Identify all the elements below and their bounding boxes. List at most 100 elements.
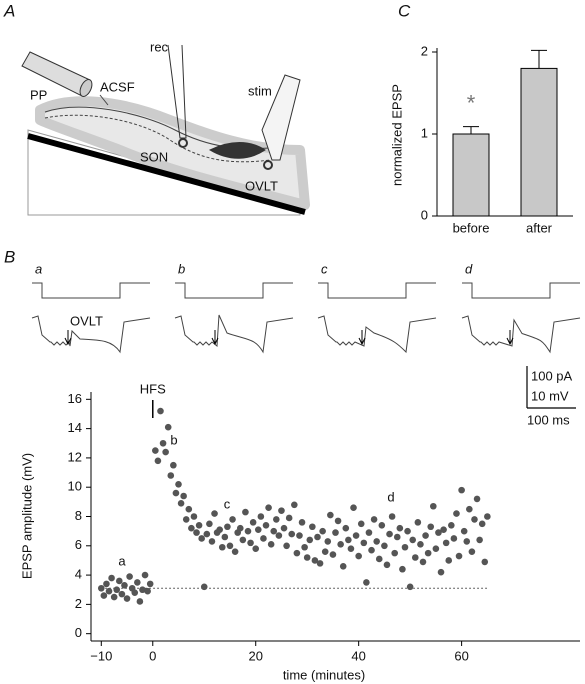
- data-point: [437, 568, 445, 576]
- data-point: [350, 504, 357, 512]
- data-point: [154, 457, 162, 465]
- data-point: [216, 526, 223, 533]
- data-point: [463, 538, 471, 545]
- current-trace: [31, 315, 151, 354]
- x-tick-label: 0: [149, 648, 156, 663]
- panel-label: C: [398, 1, 411, 20]
- trace-label: c: [321, 261, 328, 276]
- data-point: [118, 590, 126, 598]
- data-point: [211, 510, 218, 517]
- trace-label: d: [465, 261, 473, 276]
- data-point: [126, 573, 133, 580]
- data-point: [427, 523, 435, 531]
- stim-arrow: [358, 330, 366, 346]
- significance: *: [467, 90, 476, 115]
- bar: [520, 67, 558, 217]
- data-point: [172, 489, 180, 497]
- x-tick-label: 40: [351, 648, 365, 663]
- data-point: [141, 571, 149, 579]
- data-point: [203, 530, 211, 538]
- scale-label: 100 ms: [527, 412, 570, 427]
- data-point: [252, 545, 260, 553]
- data-point: [311, 557, 319, 564]
- data-point: [244, 527, 252, 535]
- data-point: [309, 523, 316, 531]
- data-point: [363, 579, 370, 586]
- data-point: [484, 513, 491, 520]
- diagram-label: rec: [150, 39, 169, 54]
- data-point: [306, 536, 314, 544]
- data-point: [164, 423, 172, 431]
- y-tick-label: 0: [421, 207, 428, 222]
- data-point: [285, 514, 293, 522]
- data-point: [481, 558, 489, 566]
- data-point: [334, 517, 342, 525]
- y-tick-label: 10: [68, 479, 82, 494]
- data-point: [347, 545, 355, 553]
- data-point: [188, 524, 195, 532]
- diagram-label: SON: [140, 149, 168, 164]
- y-tick-label: 14: [68, 420, 82, 435]
- data-point: [466, 505, 473, 513]
- data-point: [419, 558, 427, 566]
- current-trace: [317, 315, 437, 354]
- data-point: [110, 593, 118, 601]
- data-point: [159, 439, 167, 447]
- data-point: [332, 529, 339, 536]
- x-tick-label: after: [526, 220, 553, 235]
- data-point: [136, 598, 144, 605]
- data-point: [97, 584, 105, 592]
- data-point: [242, 508, 249, 516]
- data-point: [316, 560, 324, 567]
- data-point: [468, 548, 476, 555]
- data-point: [229, 516, 236, 523]
- x-tick-label: before: [453, 220, 490, 235]
- data-point: [329, 551, 337, 558]
- data-point: [273, 516, 280, 523]
- command-trace: [175, 282, 293, 299]
- data-point: [262, 521, 270, 529]
- data-point: [355, 552, 362, 560]
- data-point: [239, 536, 247, 544]
- data-point: [357, 520, 365, 528]
- data-point: [267, 541, 275, 548]
- data-point: [105, 587, 113, 595]
- y-tick-label: 12: [68, 449, 82, 464]
- data-point: [100, 592, 108, 599]
- data-point: [432, 545, 440, 553]
- data-point: [257, 513, 265, 520]
- data-point: [445, 557, 453, 564]
- annotation: b: [170, 432, 177, 447]
- data-point: [170, 461, 177, 469]
- data-point: [283, 542, 290, 550]
- y-tick-label: 16: [68, 391, 82, 406]
- annotation: d: [387, 489, 394, 504]
- data-point: [177, 500, 185, 507]
- data-point: [198, 535, 205, 542]
- current-trace: [174, 314, 294, 354]
- data-point: [275, 532, 283, 539]
- data-point: [180, 492, 187, 500]
- data-point: [414, 519, 422, 526]
- data-point: [422, 532, 429, 539]
- y-tick-label: 8: [75, 508, 82, 523]
- data-point: [442, 539, 450, 547]
- data-point: [206, 520, 213, 528]
- data-point: [339, 563, 347, 570]
- command-trace: [318, 282, 436, 299]
- data-point: [123, 595, 131, 602]
- data-point: [218, 543, 226, 551]
- data-point: [324, 538, 332, 545]
- data-point: [352, 532, 360, 539]
- current-trace: [461, 315, 581, 354]
- data-point: [321, 548, 329, 555]
- bar: [452, 133, 490, 217]
- diagram-label: PP: [30, 87, 47, 102]
- data-point: [319, 527, 326, 535]
- data-point: [381, 542, 388, 550]
- data-point: [254, 526, 262, 533]
- panel-label: A: [3, 1, 15, 20]
- y-axis-title: normalized EPSP: [389, 84, 404, 186]
- data-point: [378, 521, 386, 529]
- data-point: [270, 527, 278, 535]
